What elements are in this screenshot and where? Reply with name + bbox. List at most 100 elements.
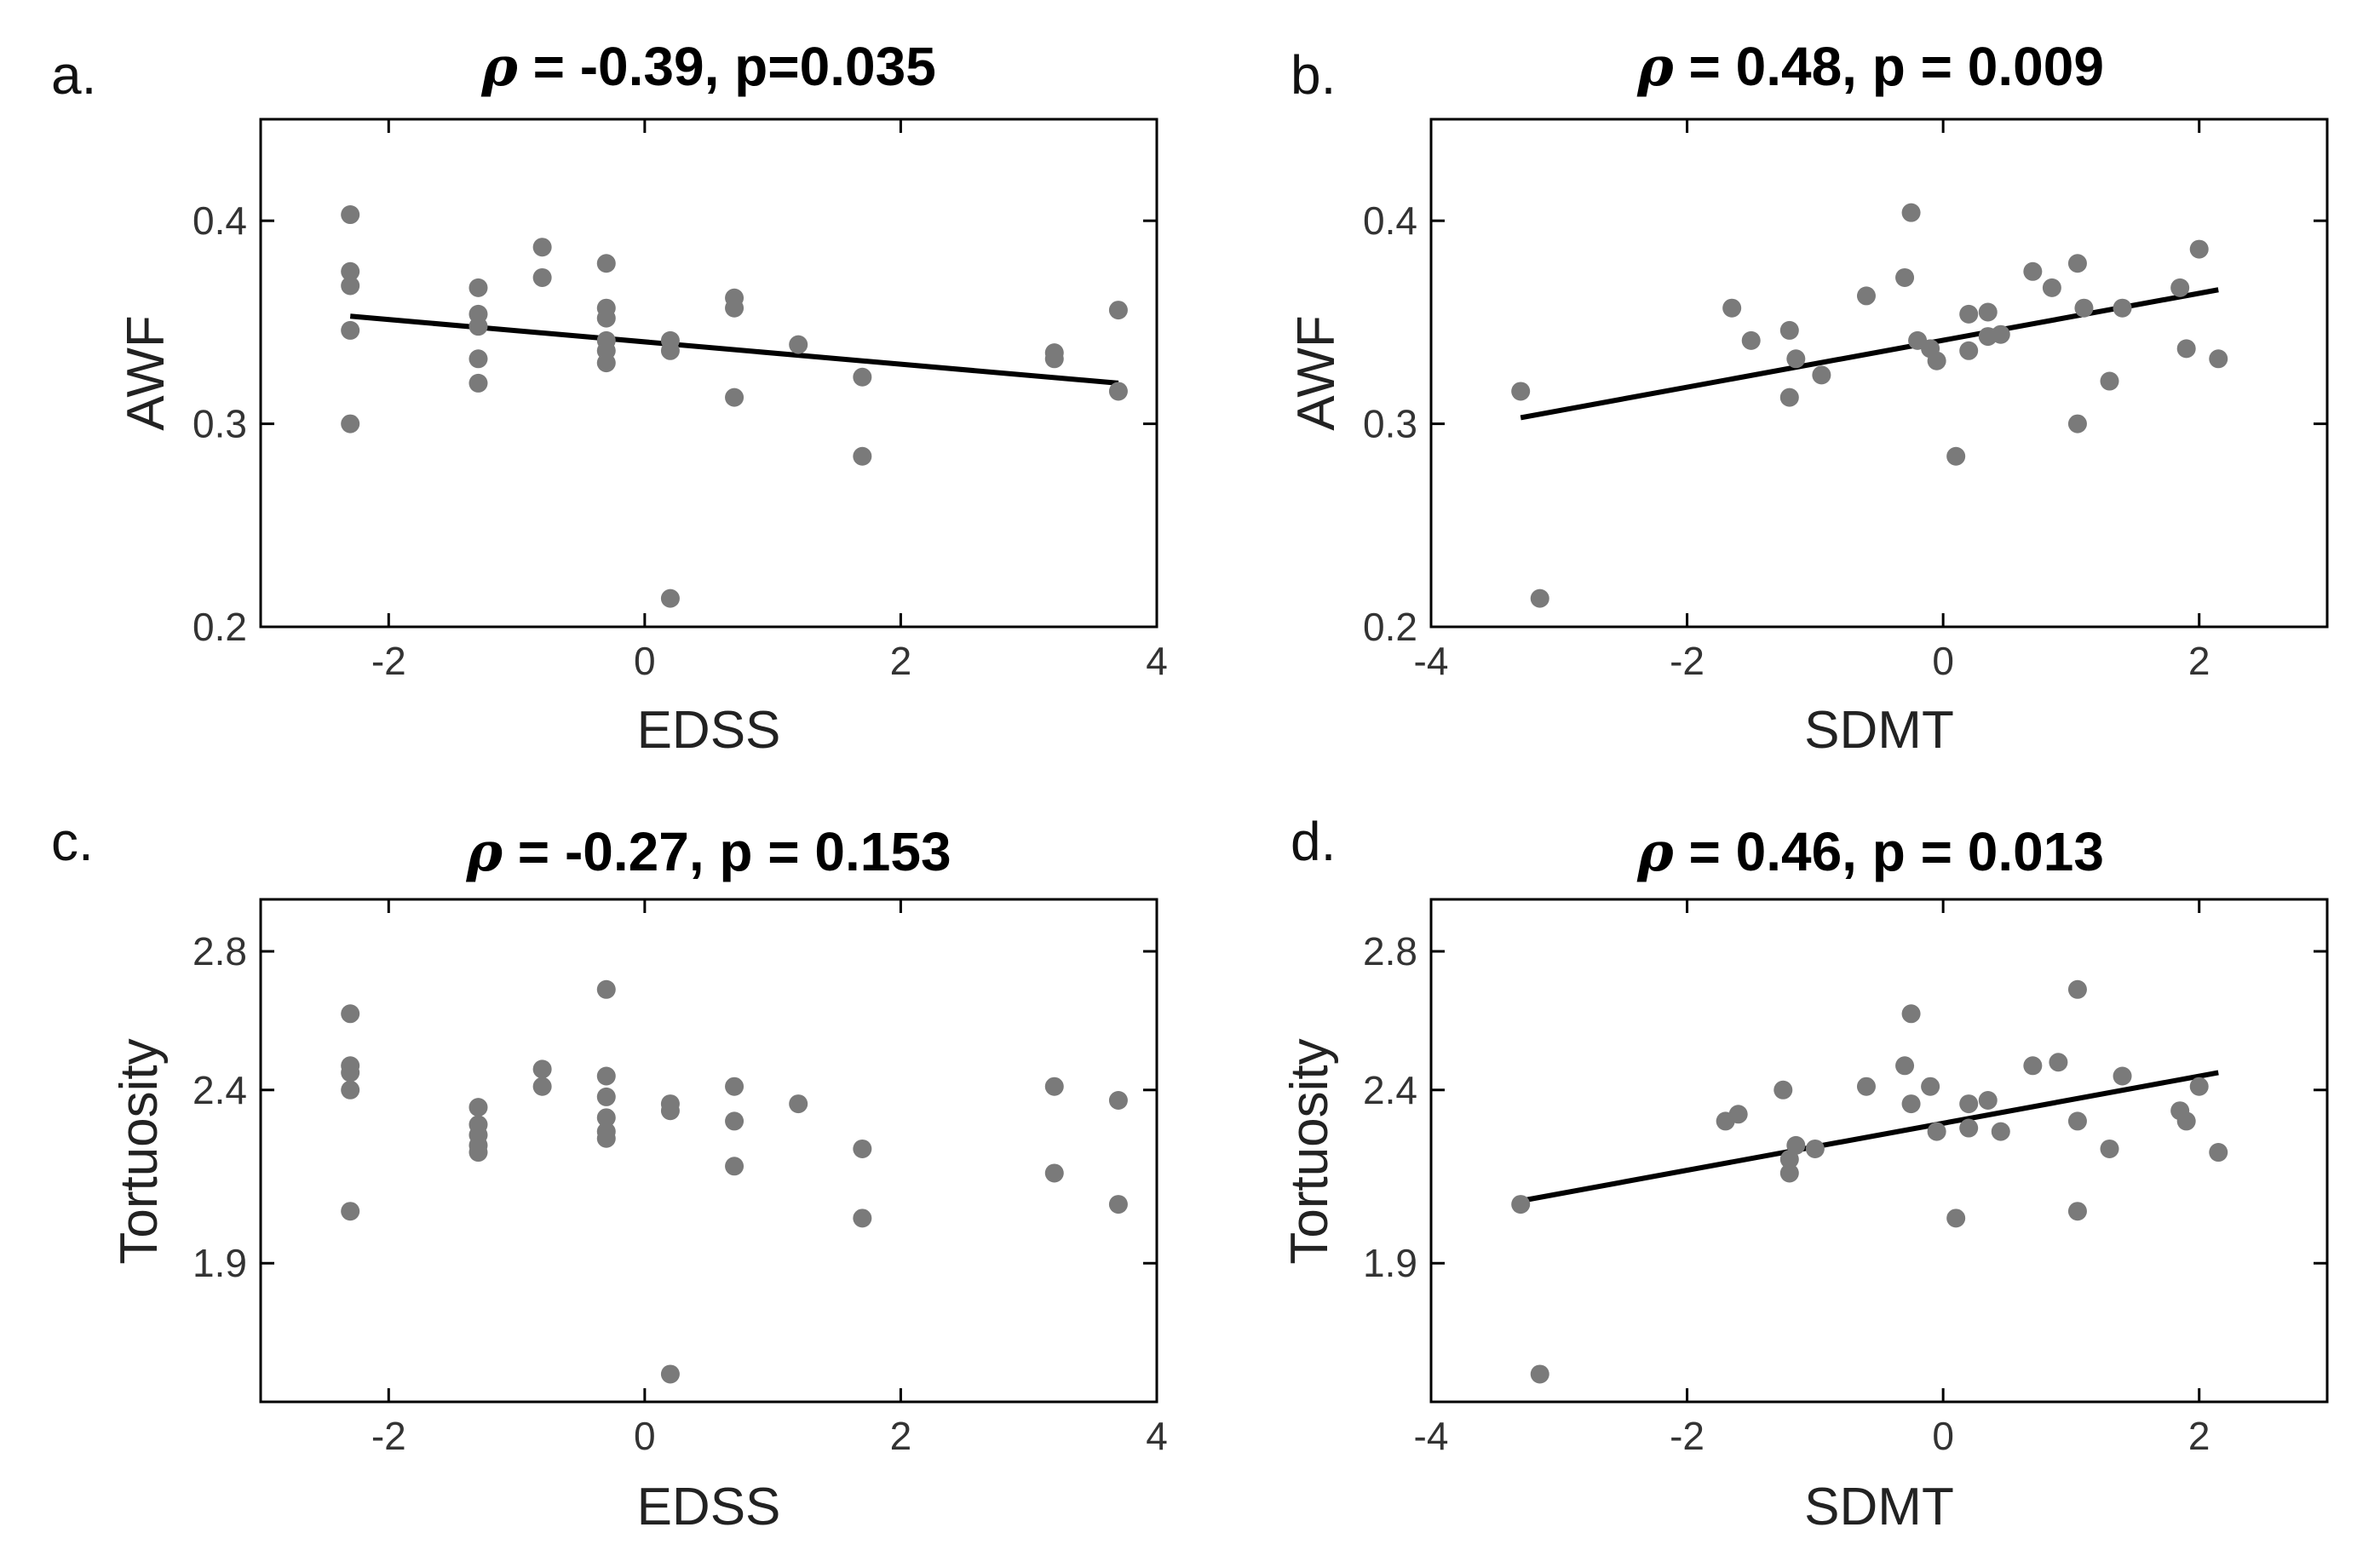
- panel-b-point: [1511, 382, 1531, 401]
- panel-a-xtick-labels: -2 0 2 4: [371, 639, 1168, 683]
- panel-c-title-stats: = -0.27, p = 0.153: [503, 821, 951, 882]
- panel-b-point: [1959, 304, 1979, 324]
- panel-b-point: [2067, 414, 2087, 433]
- panel-a-ytick-label: 0.4: [193, 198, 247, 243]
- panel-c-point: [341, 1063, 360, 1082]
- panel-a: a. ρ = -0.39, p=0.035 -2 0 2 4 0.2 0.3 0.4 ED…: [51, 35, 1168, 760]
- panel-d-xtick-label: 2: [2188, 1414, 2210, 1458]
- panel-a-title-stats: = -0.39, p=0.035: [518, 36, 936, 97]
- panel-b-xtick-labels: -4 -2 0 2: [1414, 639, 2210, 683]
- panel-b-point: [1991, 324, 2010, 344]
- panel-c-point: [789, 1094, 808, 1114]
- panel-d-point: [2176, 1111, 2196, 1131]
- panel-a-points: [341, 205, 1128, 608]
- panel-c-point: [725, 1077, 744, 1096]
- panel-d-point: [1511, 1195, 1531, 1214]
- panel-a-point: [725, 388, 744, 407]
- panel-d-point: [1530, 1364, 1549, 1384]
- panel-c-ytick-label: 2.4: [193, 1068, 247, 1112]
- panel-a-rho-symbol: ρ: [480, 35, 518, 99]
- panel-c-point: [660, 1101, 680, 1121]
- panel-b-xtick-label: -2: [1670, 639, 1705, 683]
- panel-b-ytick-label: 0.3: [1363, 402, 1417, 446]
- panel-c-xtick-label: -2: [371, 1414, 406, 1458]
- panel-a-point: [341, 414, 360, 433]
- panel-c-point: [853, 1139, 872, 1158]
- panel-c-point: [596, 979, 616, 999]
- panel-b-point: [2042, 278, 2061, 297]
- panel-a-point: [1108, 301, 1128, 320]
- panel-d-point: [2049, 1053, 2068, 1072]
- panel-c-ytick-label: 1.9: [193, 1241, 247, 1285]
- panel-c-ytick-label: 2.8: [193, 929, 247, 973]
- panel-c-point: [725, 1157, 744, 1176]
- panel-d-ytick-label: 1.9: [1363, 1241, 1417, 1285]
- panel-c-point: [596, 1108, 616, 1128]
- panel-c-point: [660, 1364, 680, 1384]
- panel-b-point: [2170, 278, 2190, 297]
- panel-c-ticks: [261, 899, 1158, 1402]
- panel-c-axes: [259, 898, 1158, 1404]
- panel-a-point: [725, 298, 744, 318]
- panel-d-ylabel: Tortuosity: [1280, 1038, 1339, 1264]
- panel-c-point: [1044, 1163, 1064, 1183]
- panel-b-point: [2176, 339, 2196, 359]
- panel-a-point: [853, 367, 872, 387]
- panel-a-xtick-label: 4: [1146, 639, 1168, 683]
- panel-b-title-stats: = 0.48, p = 0.009: [1674, 36, 2104, 97]
- panel-c-xtick-label: 2: [890, 1414, 912, 1458]
- panel-b-point: [2209, 349, 2228, 369]
- panel-a-xtick-label: 0: [634, 639, 656, 683]
- panel-c-point: [532, 1077, 552, 1096]
- panel-b-point: [2113, 298, 2132, 318]
- panel-a-axes: [259, 118, 1158, 629]
- panel-d-point: [2067, 979, 2087, 999]
- panel-d-point: [1901, 1004, 1921, 1024]
- panel-c-point: [532, 1059, 552, 1079]
- panel-d-points: [1511, 979, 2228, 1384]
- panel-c-point: [596, 1087, 616, 1106]
- panel-d-point: [1959, 1094, 1979, 1114]
- panel-a-xtick-label: -2: [371, 639, 406, 683]
- panel-d-point: [1856, 1077, 1876, 1096]
- panel-d-xlabel: SDMT: [1804, 1478, 1954, 1536]
- panel-d-ytick-label: 2.8: [1363, 929, 1417, 973]
- panel-b-point: [1856, 286, 1876, 306]
- panel-a-ytick-label: 0.3: [193, 402, 247, 446]
- panel-a-xtick-label: 2: [890, 639, 912, 683]
- panel-b-xtick-label: 2: [2188, 639, 2210, 683]
- panel-d-point: [1895, 1056, 1915, 1076]
- panel-a-point: [341, 276, 360, 296]
- panel-b-point: [1722, 298, 1742, 318]
- panel-c-point: [341, 1202, 360, 1221]
- panel-c-points: [341, 979, 1128, 1384]
- panel-a-point: [469, 278, 488, 297]
- panel-d-point: [1959, 1118, 1979, 1138]
- panel-a-point: [341, 205, 360, 225]
- panel-d-point: [1901, 1094, 1921, 1114]
- panel-d-ticks: [1429, 899, 2327, 1402]
- panel-b-point: [2074, 298, 2094, 318]
- panel-d-xtick-labels: -4 -2 0 2: [1414, 1414, 2210, 1458]
- panel-b-fit-line: [1520, 287, 2219, 421]
- panel-b-point: [1927, 351, 1946, 370]
- panel-a-point: [469, 373, 488, 393]
- panel-d-rho-symbol: ρ: [1636, 820, 1674, 884]
- panel-d-ytick-label: 2.4: [1363, 1068, 1417, 1112]
- panel-c-point: [469, 1098, 488, 1117]
- panel-a-xlabel: EDSS: [637, 701, 781, 760]
- panel-a-point: [1044, 349, 1064, 369]
- panel-d-point: [1991, 1122, 2010, 1141]
- panel-a-ticks: [261, 119, 1158, 629]
- panel-b-point: [2023, 261, 2043, 281]
- panel-c-xtick-labels: -2 0 2 4: [371, 1414, 1168, 1458]
- panel-d-point: [2113, 1066, 2132, 1086]
- panel-b-xtick-label: -4: [1414, 639, 1449, 683]
- panel-a-point: [596, 308, 616, 328]
- panel-d-title: ρ = 0.46, p = 0.013: [1636, 820, 2104, 884]
- panel-c-xtick-label: 0: [634, 1414, 656, 1458]
- panel-b-point: [1978, 302, 1998, 322]
- panel-c-point: [1044, 1077, 1064, 1096]
- panel-c-letter: c.: [51, 811, 94, 872]
